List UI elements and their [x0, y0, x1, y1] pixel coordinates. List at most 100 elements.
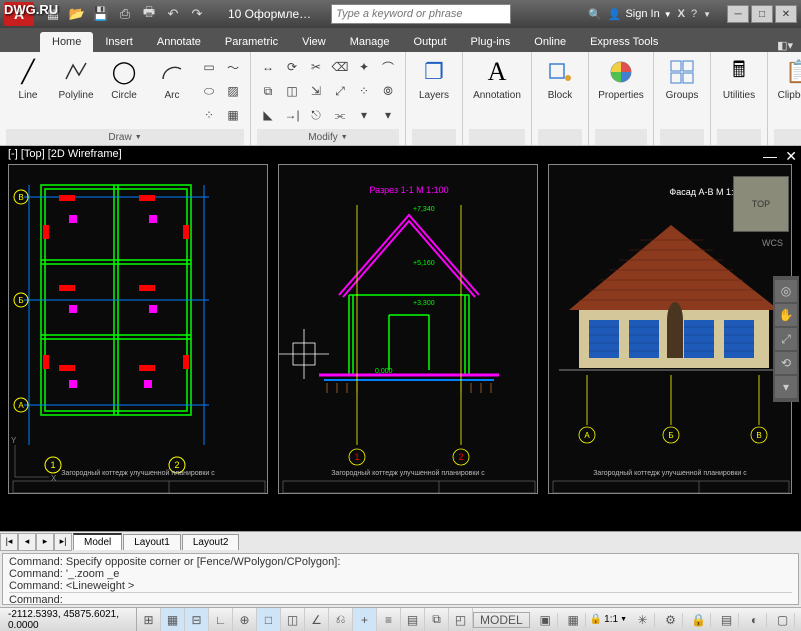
layout-next-icon[interactable]: ▸: [36, 533, 54, 551]
more2-icon[interactable]: ▾: [377, 104, 399, 126]
quickview-layouts-icon[interactable]: ▣: [534, 613, 558, 627]
tab-annotate[interactable]: Annotate: [145, 32, 213, 52]
snap-icon[interactable]: ▦: [161, 608, 185, 631]
line-button[interactable]: ╱Line: [6, 56, 50, 101]
quickview-drawings-icon[interactable]: ▦: [562, 613, 586, 627]
properties-button[interactable]: Properties: [595, 56, 647, 101]
layout-tab-layout1[interactable]: Layout1: [123, 534, 181, 550]
tab-view[interactable]: View: [290, 32, 338, 52]
tab-express[interactable]: Express Tools: [578, 32, 670, 52]
osnap-icon[interactable]: □: [257, 608, 281, 631]
utilities-button[interactable]: 🖩Utilities: [717, 56, 761, 101]
qat-open-icon[interactable]: 📂: [66, 3, 88, 25]
rectangle-icon[interactable]: ▭: [198, 56, 220, 78]
exchange-icon[interactable]: X: [678, 8, 685, 20]
join-icon[interactable]: ⫘: [329, 104, 351, 126]
explode-icon[interactable]: ✦: [353, 56, 375, 78]
viewport-minimize-icon[interactable]: —: [763, 148, 777, 164]
array-icon[interactable]: ⁘: [353, 80, 375, 102]
search-input[interactable]: [331, 4, 511, 24]
offset-icon[interactable]: ⦾: [377, 80, 399, 102]
lwt-icon[interactable]: ≡: [377, 608, 401, 631]
ortho-icon[interactable]: ∟: [209, 608, 233, 631]
layout-prev-icon[interactable]: ◂: [18, 533, 36, 551]
search-icon[interactable]: 🔍: [588, 8, 602, 21]
tab-home[interactable]: Home: [40, 32, 93, 52]
spline-icon[interactable]: 〜: [222, 56, 244, 78]
annotation-button[interactable]: AAnnotation: [469, 56, 525, 101]
hardware-accel-icon[interactable]: ▤: [715, 613, 739, 627]
isolate-objects-icon[interactable]: ◐: [743, 613, 767, 627]
coordinates[interactable]: -2112.5393, 45875.6021, 0.0000: [0, 608, 137, 631]
help-icon[interactable]: ?: [691, 8, 697, 20]
minimize-button[interactable]: ─: [727, 5, 749, 23]
zoom-extents-icon[interactable]: ⤢: [775, 328, 797, 350]
tab-online[interactable]: Online: [522, 32, 578, 52]
ducs-icon[interactable]: ⎌: [329, 608, 353, 631]
tab-parametric[interactable]: Parametric: [213, 32, 290, 52]
block-button[interactable]: Block: [538, 56, 582, 101]
viewcube[interactable]: TOP: [733, 176, 789, 232]
qat-plot-icon[interactable]: 🖶: [138, 3, 160, 25]
polar-icon[interactable]: ⊕: [233, 608, 257, 631]
tab-output[interactable]: Output: [402, 32, 459, 52]
command-window[interactable]: Command: Specify opposite corner or [Fen…: [2, 553, 799, 605]
point-icon[interactable]: ⁘: [198, 104, 220, 126]
pan-icon[interactable]: ✋: [775, 304, 797, 326]
polyline-button[interactable]: Polyline: [54, 56, 98, 101]
rotate-icon[interactable]: ⟳: [281, 56, 303, 78]
erase-icon[interactable]: ⌫: [329, 56, 351, 78]
showmotion-icon[interactable]: ▾: [775, 376, 797, 398]
toolbar-lock-icon[interactable]: 🔒: [687, 613, 711, 627]
layers-button[interactable]: ❐Layers: [412, 56, 456, 101]
grid-icon[interactable]: ⊟: [185, 608, 209, 631]
viewport-close-icon[interactable]: ✕: [785, 148, 797, 165]
layout-first-icon[interactable]: |◂: [0, 533, 18, 551]
copy-icon[interactable]: ⧉: [257, 80, 279, 102]
circle-button[interactable]: ◯Circle: [102, 56, 146, 101]
qat-redo-icon[interactable]: ↷: [186, 3, 208, 25]
stretch-icon[interactable]: ⇲: [305, 80, 327, 102]
region-icon[interactable]: ▦: [222, 104, 244, 126]
tab-insert[interactable]: Insert: [93, 32, 145, 52]
maximize-button[interactable]: □: [751, 5, 773, 23]
wcs-label[interactable]: WCS: [762, 238, 783, 248]
trim-icon[interactable]: ✂: [305, 56, 327, 78]
scale-icon[interactable]: ⤢: [329, 80, 351, 102]
chevron-down-icon[interactable]: ▼: [703, 10, 711, 19]
signin-button[interactable]: 👤 Sign In ▼: [608, 8, 672, 21]
otrack-icon[interactable]: ∠: [305, 608, 329, 631]
steering-wheel-icon[interactable]: ◎: [775, 280, 797, 302]
more1-icon[interactable]: ▾: [353, 104, 375, 126]
ellipse-icon[interactable]: ⬭: [198, 80, 220, 102]
qat-save-icon[interactable]: 💾: [90, 3, 112, 25]
dyn-icon[interactable]: +: [353, 608, 377, 631]
clean-screen-icon[interactable]: ▢: [771, 613, 795, 627]
clipboard-button[interactable]: 📋Clipboard: [774, 56, 801, 101]
arc-button[interactable]: Arc: [150, 56, 194, 101]
extend-icon[interactable]: →|: [281, 104, 303, 126]
hatch-icon[interactable]: ▨: [222, 80, 244, 102]
chamfer-icon[interactable]: ◣: [257, 104, 279, 126]
fillet-icon[interactable]: ⌒: [377, 56, 399, 78]
tab-plugins[interactable]: Plug-ins: [459, 32, 523, 52]
annotation-scale[interactable]: 🔒1:1▼: [590, 614, 627, 625]
viewport-plan[interactable]: 12 АБВ YX Загородный коттедж улучшенной …: [8, 164, 268, 494]
close-button[interactable]: ✕: [775, 5, 797, 23]
qp-icon[interactable]: ⧉: [425, 608, 449, 631]
tab-manage[interactable]: Manage: [338, 32, 402, 52]
panel-draw-title[interactable]: Draw▼: [6, 129, 244, 145]
infer-constraints-icon[interactable]: ⊞: [137, 608, 161, 631]
3dosnap-icon[interactable]: ◫: [281, 608, 305, 631]
tpy-icon[interactable]: ▤: [401, 608, 425, 631]
view-label[interactable]: [-] [Top] [2D Wireframe]: [8, 148, 122, 160]
viewport-section[interactable]: Разрез 1-1 М 1:100 12 +7,34: [278, 164, 538, 494]
panel-modify-title[interactable]: Modify▼: [257, 129, 399, 145]
layout-tab-layout2[interactable]: Layout2: [182, 534, 240, 550]
annotation-visibility-icon[interactable]: ✳: [631, 613, 655, 627]
qat-undo-icon[interactable]: ↶: [162, 3, 184, 25]
drawing-area[interactable]: [-] [Top] [2D Wireframe] — ✕ TOP WCS ◎ ✋…: [0, 146, 801, 531]
command-input[interactable]: Command:: [9, 592, 792, 605]
break-icon[interactable]: ⎋: [305, 104, 327, 126]
workspace-switching-icon[interactable]: ⚙: [659, 613, 683, 627]
